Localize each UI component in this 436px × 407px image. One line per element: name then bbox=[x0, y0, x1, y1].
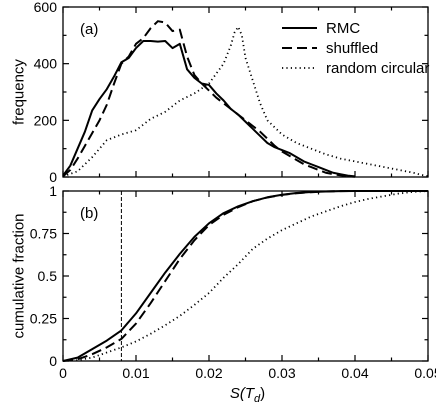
y-tick-label: 0 bbox=[49, 169, 57, 185]
panel-a-ylabel: frequency bbox=[10, 59, 27, 125]
y-tick-label: 0.5 bbox=[38, 268, 58, 284]
legend-label-shuffled: shuffled bbox=[326, 40, 378, 57]
panel-a: 0 200 400 600 (a) frequency RMC shuffled ra… bbox=[10, 0, 429, 185]
panel-b-ticks: 0 0.01 0.02 0.03 0.04 0.05 0 0.25 0.5 0.75 1 bbox=[30, 183, 436, 381]
series-shuffled bbox=[62, 20, 356, 178]
legend: RMC shuffled random circular bbox=[282, 20, 429, 77]
y-tick-label: 200 bbox=[34, 112, 58, 128]
y-tick-label: 0.75 bbox=[30, 226, 57, 242]
panel-a-ticks: 0 200 400 600 bbox=[34, 0, 429, 185]
series-random-circular bbox=[62, 190, 429, 362]
x-tick-label: 0.04 bbox=[341, 365, 368, 381]
x-tick-label: 0.02 bbox=[195, 365, 222, 381]
panel-b-ylabel: cumulative fraction bbox=[10, 213, 27, 338]
x-tick-label: 0 bbox=[59, 365, 67, 381]
x-tick-label: 0.03 bbox=[268, 365, 295, 381]
series-rmc bbox=[62, 40, 356, 178]
x-axis-label-main: S(T bbox=[230, 385, 256, 402]
panel-b-label: (b) bbox=[80, 205, 98, 222]
y-tick-label: 600 bbox=[34, 0, 58, 15]
panel-a-frame bbox=[62, 6, 429, 178]
y-tick-label: 400 bbox=[34, 56, 58, 72]
panel-b: 0 0.01 0.02 0.03 0.04 0.05 0 0.25 0.5 0.75 1 (b) c… bbox=[10, 183, 436, 405]
x-axis-label-close: ) bbox=[260, 385, 265, 402]
legend-label-rmc: RMC bbox=[326, 20, 360, 37]
legend-label-random-circular: random circular bbox=[326, 60, 429, 77]
y-tick-label: 0.25 bbox=[30, 311, 57, 327]
y-tick-label: 0 bbox=[49, 353, 57, 369]
panel-a-label: (a) bbox=[80, 21, 98, 38]
series-rmc bbox=[62, 190, 428, 362]
panel-a-series bbox=[62, 20, 429, 178]
panel-b-series bbox=[62, 190, 429, 362]
panel-b-frame bbox=[62, 190, 429, 362]
x-axis-label-subscript: d bbox=[254, 393, 261, 405]
x-tick-label: 0.01 bbox=[122, 365, 149, 381]
x-tick-label: 0.05 bbox=[414, 365, 436, 381]
y-tick-label: 1 bbox=[49, 183, 57, 199]
x-axis-label: S(Td) bbox=[230, 385, 265, 405]
series-shuffled bbox=[62, 190, 428, 362]
